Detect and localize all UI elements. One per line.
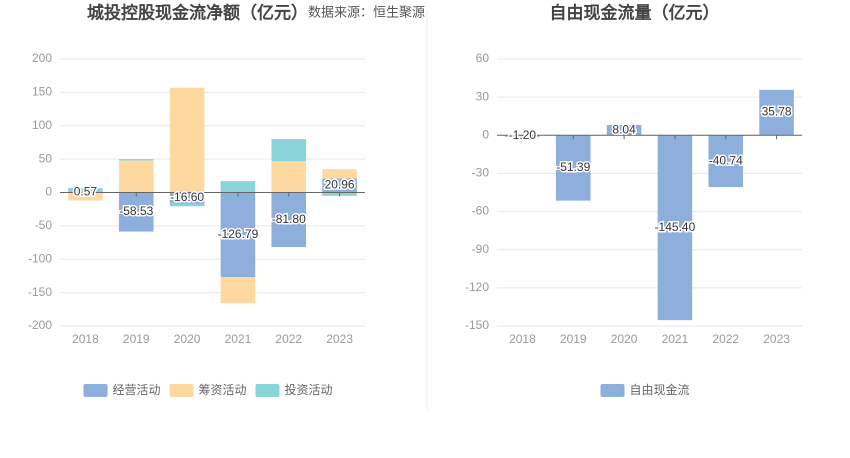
data-label: -126.79 (218, 227, 259, 241)
data-label: -51.39 (556, 160, 590, 174)
bar (606, 125, 642, 136)
y-tick-label: -90 (472, 242, 490, 256)
legend-swatch (83, 384, 108, 397)
legend-swatch (600, 384, 625, 397)
legend-label: 投资活动 (285, 382, 333, 397)
source: 数据来源：恒生聚源 (308, 4, 425, 19)
x-tick-label: 2019 (560, 332, 587, 346)
y-tick-label: 200 (32, 51, 52, 65)
x-tick-label: 2021 (662, 332, 689, 346)
y-tick-label: -60 (472, 204, 490, 218)
bar (322, 178, 357, 193)
bar (220, 277, 256, 304)
chart-title: 自由现金流量（亿元） (550, 2, 720, 22)
y-tick-label: 50 (39, 151, 53, 165)
y-tick-label: -120 (465, 280, 489, 294)
bar (271, 139, 307, 162)
x-tick-label: 2022 (712, 332, 739, 346)
bar (220, 181, 256, 193)
y-tick-label: 0 (482, 127, 489, 141)
bar (169, 87, 205, 193)
bar (220, 192, 256, 278)
data-label: 0.57 (74, 184, 98, 198)
x-tick-label: 2023 (763, 332, 790, 346)
x-tick-label: 2018 (72, 332, 99, 346)
data-label: 8.04 (612, 122, 636, 136)
y-tick-label: 60 (476, 51, 490, 65)
bar (759, 89, 794, 136)
bar (555, 135, 591, 201)
x-tick-label: 2023 (326, 332, 353, 346)
x-tick-label: 2018 (509, 332, 536, 346)
data-label: -81.80 (272, 212, 306, 226)
bar (271, 161, 307, 193)
bar (118, 160, 154, 193)
bar (68, 192, 103, 201)
y-tick-label: 100 (32, 118, 52, 132)
x-tick-label: 2022 (275, 332, 302, 346)
data-label: -16.60 (170, 190, 204, 204)
y-tick-label: -30 (472, 166, 490, 180)
x-tick-label: 2021 (225, 332, 252, 346)
legend-swatch (169, 384, 194, 397)
data-label: -40.74 (709, 153, 743, 167)
y-tick-label: -50 (35, 218, 53, 232)
y-tick-label: -150 (465, 318, 489, 332)
data-label: -145.40 (655, 220, 696, 234)
bar (169, 192, 205, 204)
legend-label: 自由现金流 (630, 382, 690, 397)
bar (169, 203, 205, 207)
legend-label: 筹资活动 (199, 383, 247, 397)
legend-swatch (255, 384, 280, 397)
legend-label: 经营活动 (113, 383, 161, 397)
y-tick-label: 30 (476, 89, 490, 103)
bar (68, 188, 103, 193)
bar (118, 192, 154, 232)
bar (322, 169, 357, 179)
y-tick-label: 150 (32, 85, 52, 99)
y-tick-label: -100 (28, 251, 52, 265)
data-label: 20.96 (325, 178, 355, 192)
chart-title: 城投控股现金流净额（亿元） (87, 2, 308, 22)
x-tick-label: 2020 (611, 332, 638, 346)
y-tick-label: -200 (28, 318, 52, 332)
bar (271, 192, 307, 248)
bar (118, 159, 154, 161)
data-label: -1.20 (509, 128, 537, 142)
y-tick-label: 0 (45, 185, 52, 199)
bar (708, 135, 744, 188)
data-label: -58.53 (119, 204, 153, 218)
x-tick-label: 2020 (174, 332, 201, 346)
y-tick-label: -150 (28, 285, 52, 299)
data-label: 35.78 (762, 105, 792, 119)
bar (657, 135, 693, 321)
x-tick-label: 2019 (123, 332, 150, 346)
